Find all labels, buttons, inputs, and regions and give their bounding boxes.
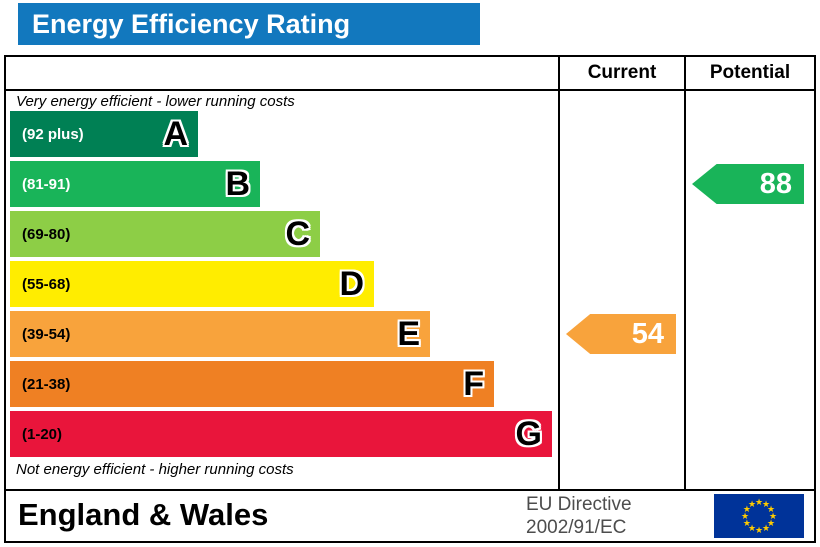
current-rating-arrow: 54 xyxy=(566,314,676,354)
region-label: England & Wales xyxy=(18,497,269,532)
current-column-header: Current xyxy=(587,62,657,83)
svg-text:★: ★ xyxy=(762,499,770,509)
title-bar: Energy Efficiency Rating xyxy=(18,3,480,45)
svg-text:★: ★ xyxy=(755,525,763,535)
svg-text:★: ★ xyxy=(743,518,751,528)
rating-chart: Current Potential Very energy efficient … xyxy=(4,55,816,491)
potential-column-header: Potential xyxy=(709,62,791,83)
potential-rating-value: 88 xyxy=(759,167,792,200)
band-letter: D xyxy=(339,265,364,303)
eu-directive-line1: EU Directive xyxy=(526,494,632,515)
page-title: Energy Efficiency Rating xyxy=(32,9,351,39)
band-range-label: (92 plus) xyxy=(22,125,84,143)
rating-band-a: (92 plus) A xyxy=(10,111,198,157)
rating-band-b: (81-91) B xyxy=(10,161,260,207)
eu-flag-icon: ★ ★ ★ ★ ★ ★ ★ ★ ★ ★ ★ ★ xyxy=(714,494,804,538)
rating-band-f: (21-38) F xyxy=(10,361,494,407)
svg-text:★: ★ xyxy=(769,511,777,521)
band-letter: E xyxy=(397,315,420,353)
column-divider-potential xyxy=(684,57,686,489)
rating-band-c: (69-80) C xyxy=(10,211,320,257)
rating-band-g: (1-20) G xyxy=(10,411,552,457)
band-letter: F xyxy=(463,365,484,403)
svg-text:★: ★ xyxy=(762,523,770,533)
band-letter: B xyxy=(225,165,250,203)
eu-directive-text: EU Directive 2002/91/EC xyxy=(526,493,632,539)
footer: England & Wales EU Directive 2002/91/EC … xyxy=(4,491,816,543)
svg-text:★: ★ xyxy=(767,518,775,528)
svg-text:★: ★ xyxy=(743,504,751,514)
band-letter: A xyxy=(163,115,188,153)
potential-rating-arrow: 88 xyxy=(692,164,804,204)
current-rating-value: 54 xyxy=(631,317,664,350)
band-range-label: (39-54) xyxy=(22,325,71,343)
band-range-label: (81-91) xyxy=(22,175,71,193)
rating-band-d: (55-68) D xyxy=(10,261,374,307)
column-divider-current xyxy=(558,57,560,489)
svg-text:★: ★ xyxy=(741,511,749,521)
eu-directive-line2: 2002/91/EC xyxy=(526,517,627,538)
band-range-label: (21-38) xyxy=(22,375,71,393)
svg-text:★: ★ xyxy=(748,523,756,533)
svg-text:★: ★ xyxy=(755,497,763,507)
band-range-label: (69-80) xyxy=(22,225,71,243)
rating-band-e: (39-54) E xyxy=(10,311,430,357)
efficiency-note-top: Very energy efficient - lower running co… xyxy=(16,93,295,110)
band-letter: G xyxy=(515,415,542,453)
svg-text:★: ★ xyxy=(748,499,756,509)
band-range-label: (55-68) xyxy=(22,275,71,293)
efficiency-note-bottom: Not energy efficient - higher running co… xyxy=(16,461,294,478)
header-divider xyxy=(6,89,814,91)
band-range-label: (1-20) xyxy=(22,425,63,443)
svg-text:★: ★ xyxy=(767,504,775,514)
band-letter: C xyxy=(285,215,310,253)
